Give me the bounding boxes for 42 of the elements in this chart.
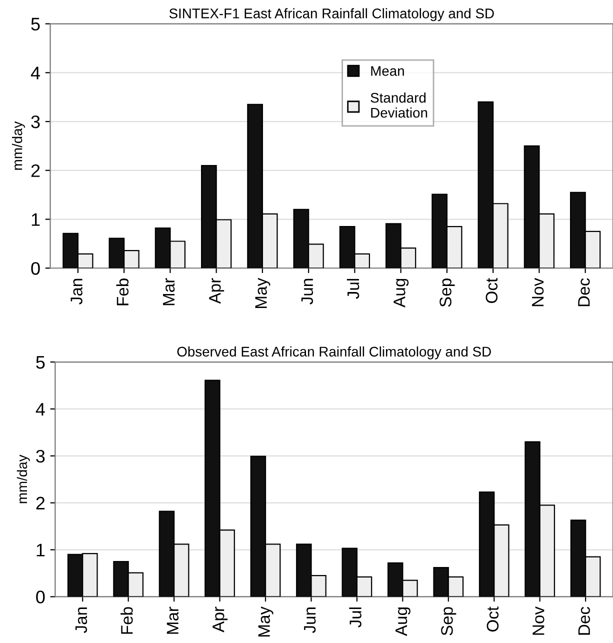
x-tick-label: Jan [75,608,88,634]
chart-title: SINTEX-F1 East African Rainfall Climatology and SD [169,8,494,22]
y-tick-label: 4 [30,66,40,80]
x-tick-label: Apr [212,606,228,632]
x-tick-label: Jun [301,278,314,304]
y-tick-label: 2 [36,496,45,510]
y-tick-label: 1 [36,544,45,556]
y-tick-label: 5 [36,356,45,369]
legend-label: Mean [371,66,404,76]
x-tick-label: Feb [120,607,133,634]
x-tick-label: Oct [486,278,498,303]
x-tick-label: Aug [396,608,410,636]
legend-label: Standard Deviation [370,92,428,118]
y-tick-label: 0 [36,590,45,604]
x-tick-label: Mar [166,606,179,634]
y-tick-label: 2 [31,164,40,177]
x-tick-label: Jan [70,278,82,304]
x-tick-label: Aug [394,278,409,308]
x-tick-label: Apr [209,278,224,304]
y-tick-label: 5 [31,18,40,31]
x-tick-label: Jun [304,608,316,634]
y-tick-label: 3 [36,450,45,463]
x-tick-label: May [258,606,274,637]
x-tick-label: Nov [532,278,544,306]
x-tick-label: Feb [116,278,129,306]
x-tick-label: Jul [346,278,360,299]
x-tick-label: Sep [441,607,456,636]
y-tick-label: 1 [32,213,40,226]
chart-title: Observed East African Rainfall Climatology and SD [177,346,491,360]
x-tick-label: Mar [163,278,175,306]
y-tick-label: 3 [31,115,40,128]
y-tick-label: 0 [31,262,40,275]
x-tick-label: Sep [440,278,455,307]
y-axis-title: mm/day [12,121,25,170]
x-tick-label: Nov [532,606,544,635]
x-tick-label: Jul [349,608,362,628]
x-tick-label: Dec [578,606,590,635]
x-tick-label: Oct [486,606,499,632]
x-tick-label: Dec [578,278,590,306]
y-tick-label: 4 [36,403,45,416]
x-tick-label: May [255,278,270,308]
y-axis-title: mm/day [16,454,30,504]
